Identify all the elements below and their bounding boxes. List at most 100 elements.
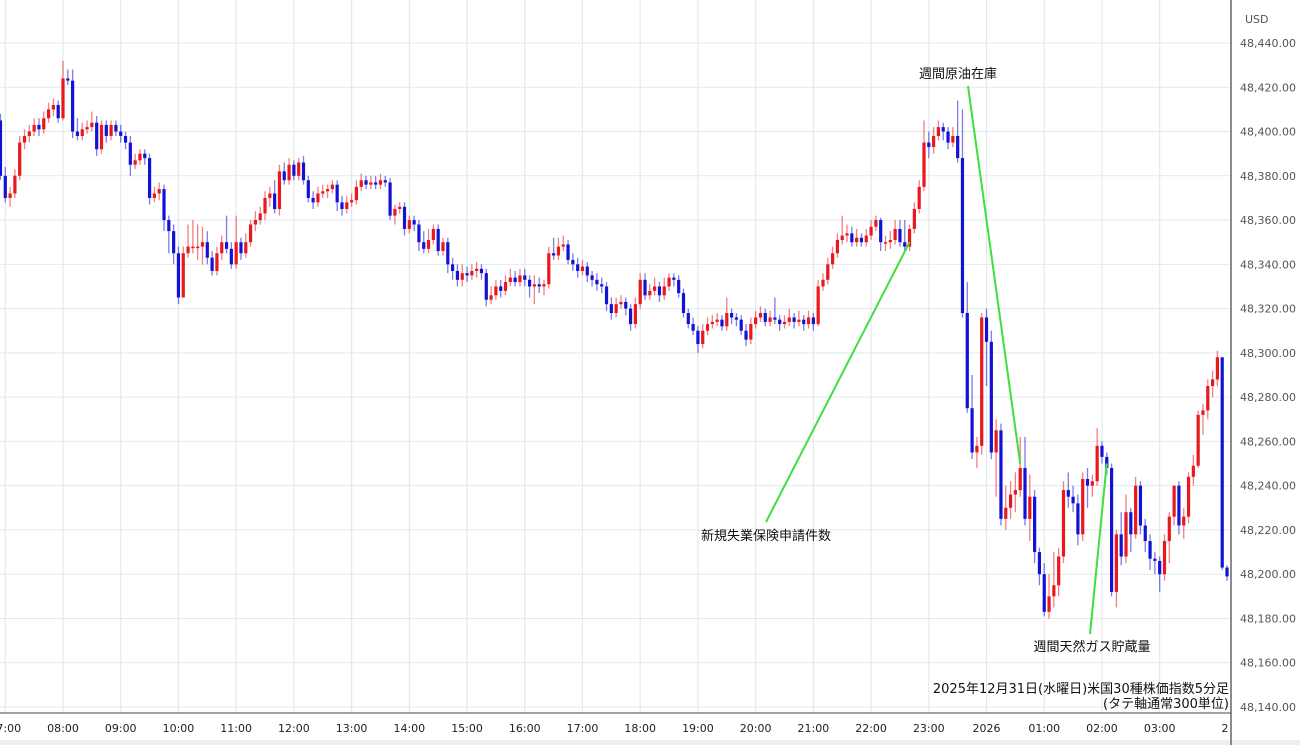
candle-body bbox=[576, 264, 580, 271]
candle-body bbox=[277, 171, 282, 209]
candle-body bbox=[1158, 560, 1162, 575]
candle bbox=[147, 153, 152, 205]
candle-body bbox=[1076, 503, 1080, 535]
candle bbox=[537, 277, 541, 294]
candle bbox=[648, 284, 652, 300]
candle bbox=[912, 202, 916, 234]
x-tick-label: 01:00 bbox=[1028, 722, 1060, 735]
candle bbox=[18, 135, 22, 181]
candle bbox=[114, 120, 118, 136]
candle bbox=[1191, 454, 1195, 486]
candle bbox=[619, 295, 623, 309]
candle bbox=[475, 262, 479, 278]
x-tick-label: 16:00 bbox=[509, 722, 541, 735]
candle-body bbox=[888, 239, 892, 243]
candle-body bbox=[383, 180, 387, 183]
candle-body bbox=[566, 244, 570, 260]
candle bbox=[946, 127, 950, 150]
candle-body bbox=[205, 242, 209, 258]
candle bbox=[436, 224, 440, 256]
candle-body bbox=[826, 264, 830, 280]
candle-body bbox=[556, 246, 561, 256]
candle bbox=[778, 315, 782, 331]
candle bbox=[826, 257, 830, 285]
candle bbox=[71, 69, 75, 139]
candle-body bbox=[1066, 490, 1070, 497]
candle bbox=[903, 220, 907, 252]
candle-body bbox=[32, 124, 36, 132]
candle bbox=[980, 313, 984, 455]
candle bbox=[354, 180, 359, 205]
x-axis-ticks: 07:00 08:00 09:00 10:00 11:00 12:00 13:00 14:00… bbox=[0, 722, 1229, 735]
candle bbox=[465, 266, 469, 283]
candle-body bbox=[970, 408, 974, 453]
candle bbox=[595, 273, 599, 291]
candle-body bbox=[224, 242, 229, 249]
candle-body bbox=[600, 284, 604, 287]
candle bbox=[657, 282, 662, 302]
candle-body bbox=[412, 220, 416, 225]
candle bbox=[792, 313, 796, 329]
candle-body bbox=[1013, 490, 1017, 495]
candle bbox=[128, 135, 132, 176]
candle-body bbox=[441, 242, 445, 252]
candle bbox=[677, 275, 681, 298]
candle bbox=[1004, 485, 1008, 530]
candle bbox=[119, 124, 123, 143]
candle bbox=[80, 122, 84, 141]
candle bbox=[552, 237, 556, 260]
candle bbox=[773, 297, 777, 325]
candle-body bbox=[364, 180, 368, 185]
candle-body bbox=[657, 286, 662, 296]
candle bbox=[883, 235, 888, 252]
currency-label: USD bbox=[1245, 13, 1269, 26]
candle bbox=[499, 279, 503, 298]
candle-body bbox=[451, 264, 455, 271]
candle bbox=[470, 264, 474, 280]
candle-body bbox=[552, 253, 556, 256]
candle bbox=[638, 273, 642, 309]
candle bbox=[951, 127, 955, 148]
candle bbox=[1129, 507, 1133, 553]
candle-body bbox=[138, 153, 142, 161]
candle-body bbox=[725, 313, 729, 327]
candle-body bbox=[273, 193, 277, 209]
candle-body bbox=[196, 246, 200, 249]
candle-body bbox=[715, 319, 719, 322]
candle-body bbox=[407, 220, 411, 229]
candle bbox=[426, 228, 431, 254]
candle-body bbox=[1143, 525, 1147, 541]
candle-body bbox=[1153, 558, 1157, 561]
candle-body bbox=[229, 248, 233, 265]
candle bbox=[1037, 547, 1042, 586]
candle-body bbox=[609, 304, 613, 314]
candle bbox=[431, 224, 435, 245]
candle-body bbox=[686, 313, 690, 325]
candle-body bbox=[18, 142, 22, 176]
candle bbox=[451, 257, 455, 280]
candle bbox=[325, 184, 330, 198]
candle bbox=[1023, 436, 1027, 526]
candle bbox=[1186, 472, 1191, 524]
candle bbox=[811, 313, 815, 331]
candle bbox=[311, 191, 315, 209]
candle-body bbox=[662, 286, 666, 296]
candle bbox=[3, 166, 7, 203]
candle-body bbox=[220, 242, 224, 254]
candle-body bbox=[465, 273, 469, 276]
candle bbox=[85, 120, 89, 134]
candle bbox=[263, 191, 267, 221]
y-tick-label: 48,140.00 bbox=[1240, 701, 1296, 714]
candle bbox=[316, 186, 320, 207]
candle-body bbox=[335, 184, 339, 203]
candle bbox=[1061, 481, 1066, 564]
candle bbox=[845, 224, 849, 243]
candle bbox=[51, 98, 55, 117]
candle bbox=[970, 374, 974, 460]
candles bbox=[0, 60, 1229, 619]
candle-body bbox=[374, 182, 378, 185]
candle-body bbox=[831, 253, 835, 265]
x-tick-label: 10:00 bbox=[163, 722, 195, 735]
candle bbox=[643, 273, 647, 300]
candle bbox=[32, 118, 36, 136]
